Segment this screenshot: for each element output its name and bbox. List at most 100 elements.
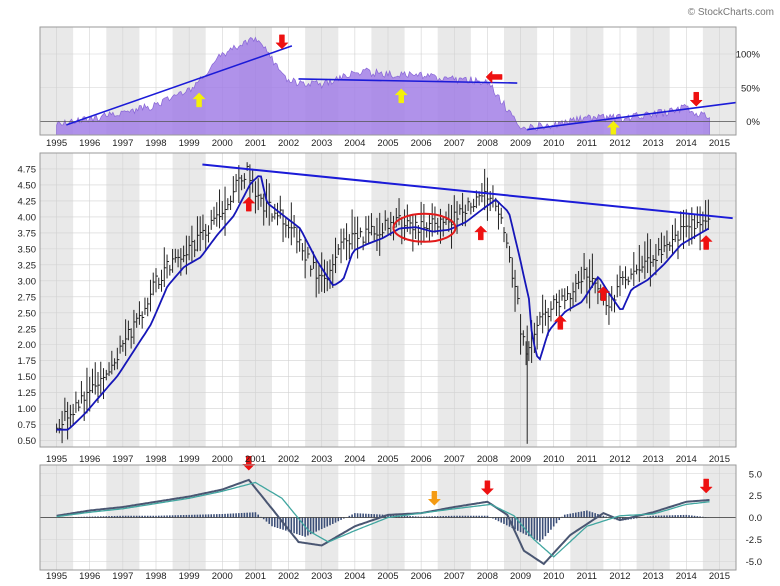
price-trend-line <box>202 163 733 220</box>
year-label: 2000 <box>212 454 233 465</box>
year-label: 1996 <box>79 571 100 582</box>
trend-lines <box>66 45 737 220</box>
orange-arrow-down <box>427 491 442 506</box>
year-label: 2011 <box>577 571 597 582</box>
price-tick-label: 2.50 <box>18 308 37 319</box>
red-arrow-down <box>275 34 289 50</box>
panel-frame <box>39 152 737 448</box>
year-label: 1997 <box>112 454 133 465</box>
price-tick-label: 4.50 <box>18 180 37 191</box>
axis-labels: 1995 1996 1997 1998 1999 2000 2001 2002 2003 2004… <box>18 50 763 583</box>
relative-strength-area <box>40 36 736 136</box>
year-label: 2009 <box>510 571 531 582</box>
red-arrow-up <box>242 196 256 212</box>
rs-tick-label: 50% <box>741 83 761 94</box>
red-arrow-left <box>485 70 503 84</box>
year-label: 1995 <box>46 138 67 149</box>
year-label: 2013 <box>643 571 664 582</box>
red-arrow-up <box>474 225 488 241</box>
year-label: 1997 <box>112 138 133 149</box>
year-label: 2001 <box>245 138 266 149</box>
year-label: 2002 <box>278 138 299 149</box>
price-tick-label: 2.00 <box>18 340 37 351</box>
year-label: 1996 <box>79 454 100 465</box>
year-label: 2003 <box>311 571 332 582</box>
year-label: 2003 <box>311 138 332 149</box>
year-label: 2004 <box>344 454 365 465</box>
rs-trend-line <box>66 45 293 126</box>
red-arrow-down <box>480 480 495 496</box>
year-label: 2000 <box>212 138 233 149</box>
red-arrow-up <box>699 235 713 250</box>
moving-average-line <box>56 175 709 431</box>
consolidation-circle <box>392 212 457 243</box>
price-tick-label: 4.25 <box>18 196 37 207</box>
year-label: 2002 <box>278 571 299 582</box>
price-tick-label: 3.75 <box>18 228 37 239</box>
year-label: 1995 <box>46 571 67 582</box>
year-label: 2005 <box>377 454 398 465</box>
price-tick-label: 0.75 <box>18 420 37 431</box>
year-label: 2001 <box>245 571 266 582</box>
price-tick-label: 3.25 <box>18 260 37 271</box>
red-arrow-down <box>689 91 703 107</box>
year-label: 2006 <box>411 138 432 149</box>
yellow-arrow-up <box>394 88 408 104</box>
year-label: 2005 <box>377 138 398 149</box>
price-tick-label: 2.75 <box>18 292 37 303</box>
year-label: 1997 <box>112 571 133 582</box>
rs-trend-line <box>298 78 518 84</box>
ppo-tick-label: -2.5 <box>746 535 762 546</box>
relative-strength-fill <box>56 36 710 136</box>
year-label: 2014 <box>676 454 697 465</box>
year-label: 2015 <box>709 454 730 465</box>
price-tick-label: 1.75 <box>18 356 37 367</box>
highlight-circle <box>392 212 457 243</box>
price-tick-label: 4.75 <box>18 164 37 175</box>
panel-frames <box>39 26 737 571</box>
ppo-tick-label: -5.0 <box>746 557 762 568</box>
red-arrow-up <box>553 315 567 330</box>
ppo-indicator <box>40 478 736 566</box>
year-label: 2002 <box>278 454 299 465</box>
year-label: 2008 <box>477 571 498 582</box>
year-label: 2004 <box>344 571 365 582</box>
year-label: 1998 <box>145 138 166 149</box>
price-tick-label: 2.25 <box>18 324 37 335</box>
year-label: 2003 <box>311 454 332 465</box>
year-label: 2000 <box>212 571 233 582</box>
year-label: 2013 <box>643 138 664 149</box>
year-label: 1995 <box>46 454 67 465</box>
year-label: 1998 <box>145 571 166 582</box>
year-label: 2007 <box>444 454 465 465</box>
year-label: 2007 <box>444 138 465 149</box>
red-arrow-up <box>596 286 611 301</box>
panel-frame <box>39 26 737 136</box>
year-label: 2008 <box>477 454 498 465</box>
rs-trend-line <box>527 101 737 131</box>
yellow-arrow-up <box>192 92 206 108</box>
year-label: 2015 <box>709 138 730 149</box>
red-arrow-down <box>699 478 713 494</box>
year-label: 2012 <box>609 138 630 149</box>
price-tick-label: 1.50 <box>18 372 37 383</box>
year-label: 1999 <box>179 138 200 149</box>
year-label: 2015 <box>709 571 730 582</box>
watermark: © StockCharts.com <box>688 7 774 18</box>
year-label: 1999 <box>179 571 200 582</box>
year-label: 2012 <box>609 571 630 582</box>
year-label: 2011 <box>577 138 597 149</box>
year-label: 2001 <box>245 454 266 465</box>
price-tick-label: 0.50 <box>18 436 37 447</box>
year-label: 2009 <box>510 454 531 465</box>
year-label: 2006 <box>411 454 432 465</box>
ppo-line <box>56 478 710 566</box>
year-label: 2010 <box>543 571 564 582</box>
price-tick-label: 1.25 <box>18 388 37 399</box>
price-tick-label: 3.50 <box>18 244 37 255</box>
signal-line <box>56 481 710 558</box>
year-label: 2012 <box>609 454 630 465</box>
ppo-tick-label: 2.5 <box>749 491 762 502</box>
price-tick-label: 3.00 <box>18 276 37 287</box>
